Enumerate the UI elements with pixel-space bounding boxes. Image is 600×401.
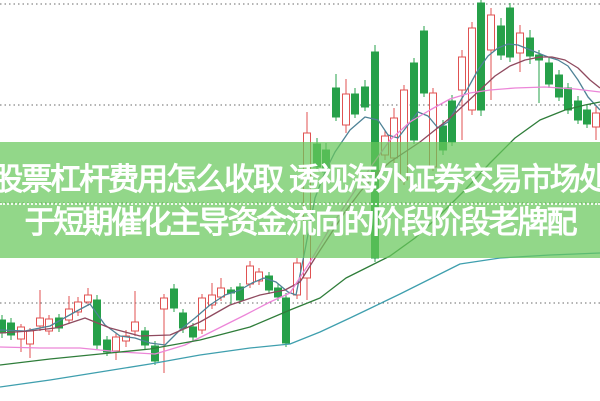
candle-body-up bbox=[65, 308, 73, 321]
ma-30-green-line bbox=[0, 101, 600, 366]
candle-body-down bbox=[420, 30, 428, 94]
candle-body-down bbox=[103, 339, 111, 353]
candle-body-down bbox=[332, 87, 340, 118]
candle-body-up bbox=[36, 317, 44, 327]
candle-body-down bbox=[170, 288, 178, 309]
candle-body-down bbox=[351, 93, 359, 115]
candle-body-down bbox=[555, 74, 563, 98]
candle-body-down bbox=[506, 7, 514, 58]
candle-body-down bbox=[497, 25, 505, 56]
candle-body-down bbox=[526, 37, 534, 57]
candle-body-down bbox=[141, 330, 149, 346]
candle-body-up bbox=[208, 294, 216, 306]
gridline-through-banner bbox=[0, 203, 600, 205]
candle-body-down bbox=[583, 109, 591, 125]
candle-body-up bbox=[592, 112, 600, 128]
candle-body-up bbox=[293, 262, 301, 296]
candle-body-up bbox=[255, 271, 263, 282]
candle-body-up bbox=[487, 14, 495, 51]
candle-body-down bbox=[361, 86, 369, 108]
candle-body-down bbox=[448, 100, 456, 143]
candle-body-down bbox=[236, 286, 244, 301]
candle-body-up bbox=[198, 297, 206, 331]
candle-body-down bbox=[574, 100, 582, 121]
candle-body-up bbox=[516, 32, 524, 54]
ma-fast-teal-line bbox=[0, 43, 600, 346]
candle-body-up bbox=[17, 326, 25, 340]
candle-body-up bbox=[458, 56, 466, 91]
candle-body-up bbox=[131, 321, 139, 332]
candle-body-down bbox=[410, 62, 418, 141]
headline-line-2: 于短期催化主导资金流向的阶段阶段老牌配 bbox=[24, 205, 578, 240]
candle-body-up bbox=[112, 336, 120, 352]
candle-body-up bbox=[74, 301, 82, 313]
candle-body-down bbox=[7, 322, 15, 336]
candle-body-up bbox=[246, 265, 254, 285]
candle-body-up bbox=[26, 330, 34, 345]
candle-body-up bbox=[342, 93, 350, 126]
candle-body-up bbox=[468, 27, 476, 111]
candle-body-up bbox=[122, 335, 130, 342]
candle-body-down bbox=[0, 319, 6, 334]
candle-body-down bbox=[477, 2, 485, 111]
headline-line-1: 股票杠杆费用怎么收取 透视海外证券交易市场处 bbox=[0, 162, 600, 197]
candle-body-down bbox=[545, 62, 553, 85]
ma-slow-cyan-line bbox=[0, 252, 600, 388]
candle-body-down bbox=[189, 326, 197, 338]
candle-body-down bbox=[564, 87, 572, 111]
candle-body-up bbox=[160, 297, 168, 310]
candle-body-down bbox=[282, 297, 290, 344]
headline-banner[interactable]: 股票杠杆费用怎么收取 透视海外证券交易市场处 于短期催化主导资金流向的阶段阶段老… bbox=[0, 142, 600, 258]
candle-body-up bbox=[84, 294, 92, 303]
candle-body-down bbox=[265, 275, 273, 291]
